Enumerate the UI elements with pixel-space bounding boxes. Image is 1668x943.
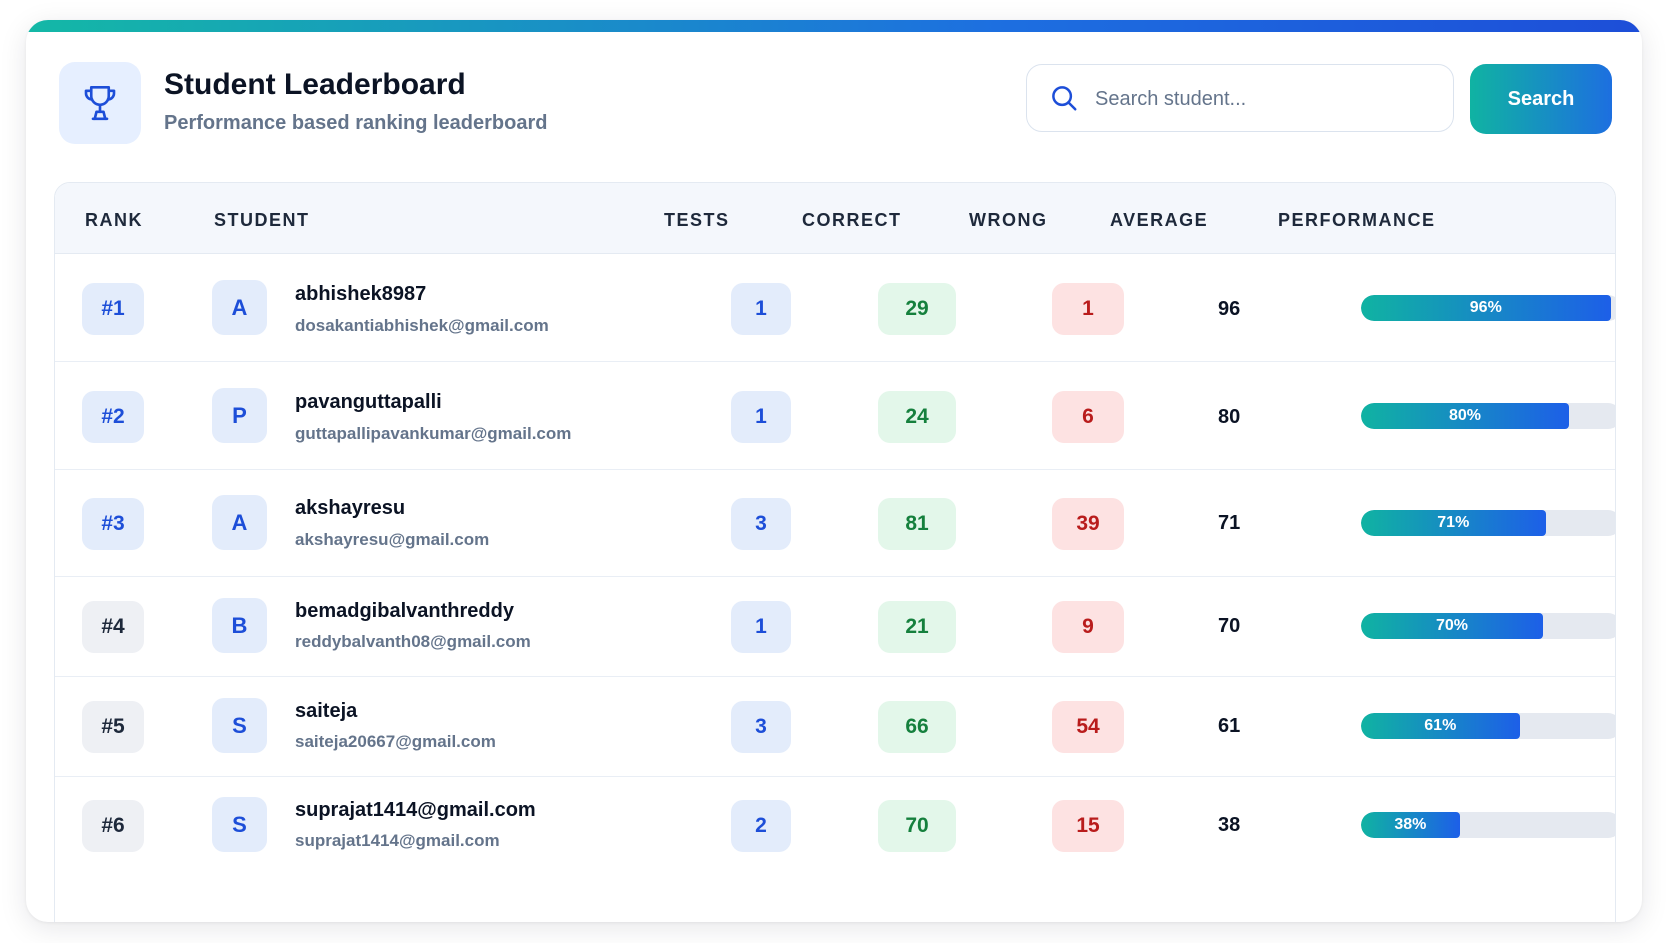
table-row[interactable]: #6 S suprajat1414@gmail.com suprajat1414… xyxy=(55,776,1615,876)
performance-fill: 96% xyxy=(1361,295,1611,321)
student-email: guttapallipavankumar@gmail.com xyxy=(295,424,572,443)
search-icon xyxy=(1052,86,1077,111)
student-name: akshayresu xyxy=(295,497,406,519)
correct-badge: 66 xyxy=(878,701,956,753)
rank-badge: #2 xyxy=(82,391,144,443)
correct-badge: 24 xyxy=(878,391,956,443)
rank-badge: #3 xyxy=(82,498,144,550)
table-row[interactable]: #3 A akshayresu akshayresu@gmail.com 3 8… xyxy=(55,469,1615,577)
logo-badge xyxy=(59,62,141,144)
table-row[interactable]: #2 P pavanguttapalli guttapallipavankuma… xyxy=(55,361,1615,470)
student-email: saiteja20667@gmail.com xyxy=(295,732,496,751)
tests-badge: 1 xyxy=(731,283,791,335)
column-header-correct: CORRECT xyxy=(802,210,902,230)
performance-bar: 96% xyxy=(1361,295,1615,321)
student-name: abhishek8987 xyxy=(295,283,427,305)
student-email: dosakantiabhishek@gmail.com xyxy=(295,316,549,335)
tests-badge: 3 xyxy=(731,498,791,550)
wrong-badge: 9 xyxy=(1052,601,1124,653)
column-header-rank: RANK xyxy=(85,210,143,230)
average-value: 38 xyxy=(1218,814,1241,836)
correct-badge: 70 xyxy=(878,800,956,852)
column-header-wrong: WRONG xyxy=(969,210,1048,230)
table-header: RANK STUDENT TESTS CORRECT WRONG AVERAGE… xyxy=(55,183,1615,254)
wrong-badge: 15 xyxy=(1052,800,1124,852)
student-name: suprajat1414@gmail.com xyxy=(295,799,536,821)
rank-badge: #4 xyxy=(82,601,144,653)
average-value: 61 xyxy=(1218,715,1241,737)
wrong-badge: 6 xyxy=(1052,391,1124,443)
performance-fill: 71% xyxy=(1361,510,1546,536)
wrong-badge: 39 xyxy=(1052,498,1124,550)
student-email: akshayresu@gmail.com xyxy=(295,530,490,549)
avatar: S xyxy=(212,797,267,852)
correct-badge: 29 xyxy=(878,283,956,335)
performance-bar: 71% xyxy=(1361,510,1615,536)
performance-fill: 80% xyxy=(1361,403,1569,429)
search-input[interactable] xyxy=(1093,65,1437,133)
search-button[interactable]: Search xyxy=(1470,64,1612,134)
rank-badge: #6 xyxy=(82,800,144,852)
page-title: Student Leaderboard xyxy=(164,68,466,101)
rank-badge: #5 xyxy=(82,701,144,753)
student-name: bemadgibalvanthreddy xyxy=(295,600,514,622)
average-value: 70 xyxy=(1218,615,1241,637)
tests-badge: 2 xyxy=(731,800,791,852)
performance-fill: 70% xyxy=(1361,613,1543,639)
performance-bar: 80% xyxy=(1361,403,1615,429)
page-subtitle: Performance based ranking leaderboard xyxy=(164,112,548,134)
leaderboard-card: Student Leaderboard Performance based ra… xyxy=(26,20,1642,922)
performance-bar: 61% xyxy=(1361,713,1615,739)
rank-badge: #1 xyxy=(82,283,144,335)
correct-badge: 81 xyxy=(878,498,956,550)
average-value: 71 xyxy=(1218,512,1241,534)
avatar: A xyxy=(212,495,267,550)
wrong-badge: 54 xyxy=(1052,701,1124,753)
student-name: saiteja xyxy=(295,700,358,722)
search-box xyxy=(1026,64,1454,133)
wrong-badge: 1 xyxy=(1052,283,1124,335)
leaderboard-table: RANK STUDENT TESTS CORRECT WRONG AVERAGE… xyxy=(54,182,1616,922)
accent-bar xyxy=(26,20,1642,32)
avatar: S xyxy=(212,698,267,753)
tests-badge: 3 xyxy=(731,701,791,753)
average-value: 80 xyxy=(1218,406,1241,428)
performance-bar: 70% xyxy=(1361,613,1615,639)
column-header-student: STUDENT xyxy=(214,210,310,230)
tests-badge: 1 xyxy=(731,601,791,653)
student-name: pavanguttapalli xyxy=(295,391,442,413)
table-row[interactable]: #4 B bemadgibalvanthreddy reddybalvanth0… xyxy=(55,576,1615,677)
avatar: B xyxy=(212,598,267,653)
correct-badge: 21 xyxy=(878,601,956,653)
table-row[interactable]: #5 S saiteja saiteja20667@gmail.com 3 66… xyxy=(55,676,1615,777)
tests-badge: 1 xyxy=(731,391,791,443)
trophy-icon xyxy=(84,85,116,121)
student-email: suprajat1414@gmail.com xyxy=(295,831,500,850)
performance-fill: 61% xyxy=(1361,713,1520,739)
table-row[interactable]: #1 A abhishek8987 dosakantiabhishek@gmai… xyxy=(55,253,1615,362)
average-value: 96 xyxy=(1218,298,1241,320)
avatar: A xyxy=(212,280,267,335)
performance-fill: 38% xyxy=(1361,812,1460,838)
avatar: P xyxy=(212,388,267,443)
student-email: reddybalvanth08@gmail.com xyxy=(295,632,531,651)
column-header-average: AVERAGE xyxy=(1110,210,1209,230)
column-header-tests: TESTS xyxy=(664,210,730,230)
performance-bar: 38% xyxy=(1361,812,1615,838)
column-header-performance: PERFORMANCE xyxy=(1278,210,1436,230)
